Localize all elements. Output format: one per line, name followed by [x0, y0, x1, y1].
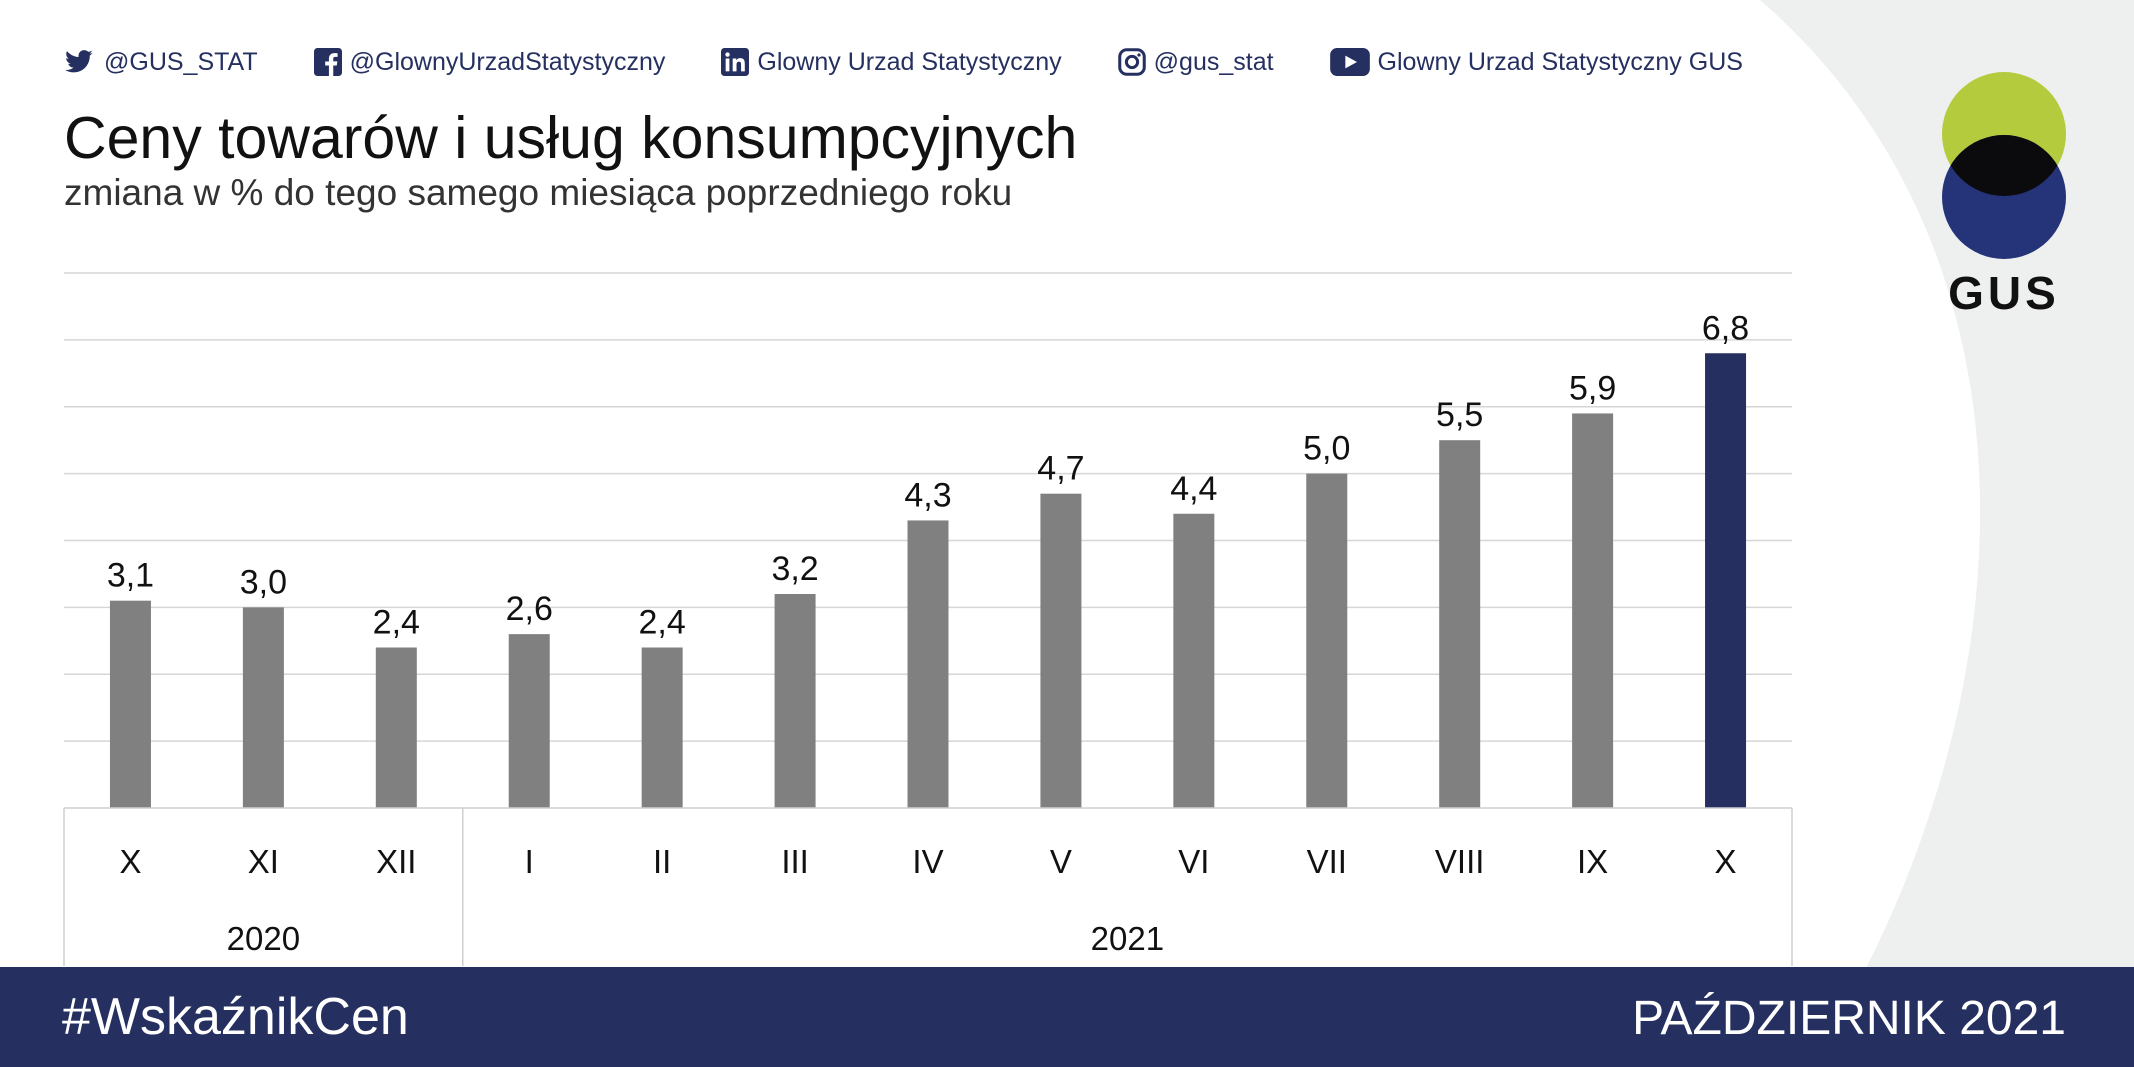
value-label: 2,4 [639, 604, 686, 642]
bar [1572, 413, 1614, 808]
category-label: VII [1307, 843, 1347, 880]
value-label: 2,6 [506, 590, 553, 628]
youtube-icon [1329, 48, 1370, 76]
chart-subtitle: zmiana w % do tego samego miesiąca poprz… [64, 172, 1013, 213]
bar [907, 520, 949, 808]
social-twitter[interactable]: @GUS_STAT [62, 47, 258, 77]
value-label: 6,8 [1702, 309, 1749, 347]
social-linkedin-label: Glowny Urzad Statystyczny [757, 47, 1062, 76]
value-label: 2,4 [373, 604, 420, 642]
category-label: X [119, 843, 141, 880]
social-twitter-label: @GUS_STAT [104, 47, 258, 76]
category-label: XII [376, 843, 416, 880]
value-label: 5,5 [1436, 396, 1483, 434]
bar [1173, 513, 1215, 808]
value-label: 3,1 [107, 557, 154, 595]
value-label: 5,0 [1303, 430, 1350, 468]
value-label: 3,2 [771, 550, 818, 588]
logo-text: GUS [1948, 267, 2060, 319]
bar [1040, 493, 1082, 808]
value-label: 4,7 [1037, 450, 1084, 488]
value-label: 4,4 [1170, 470, 1217, 508]
social-youtube-label: Glowny Urzad Statystyczny GUS [1377, 47, 1743, 76]
value-labels: 3,1 3,0 2,4 2,6 2,4 3,2 4,3 4,7 4,4 5,0 5,5 5,9 6,8 [107, 309, 1749, 641]
social-instagram-label: @gus_stat [1153, 47, 1274, 76]
category-label: VIII [1435, 843, 1485, 880]
bar [508, 634, 550, 808]
category-label: VI [1178, 843, 1209, 880]
social-facebook[interactable]: @GlownyUrzadStatystyczny [313, 47, 666, 77]
social-linkedin[interactable]: Glowny Urzad Statystyczny [721, 47, 1062, 77]
facebook-icon [313, 48, 342, 76]
category-label: X [1715, 843, 1737, 880]
footer-bar: #WskaźnikCen PAŹDZIERNIK 2021 [0, 967, 2134, 1067]
gus-logo-icon [1942, 72, 2066, 259]
category-label: IV [912, 843, 943, 880]
social-instagram[interactable]: @gus_stat [1117, 47, 1274, 77]
social-youtube[interactable]: Glowny Urzad Statystyczny GUS [1329, 47, 1743, 77]
category-label: IX [1577, 843, 1608, 880]
category-label: II [653, 843, 671, 880]
bars [109, 353, 1747, 808]
bar [375, 647, 417, 808]
report-month: PAŹDZIERNIK 2021 [1632, 992, 2066, 1045]
bar [109, 600, 151, 808]
bar-chart: 3,1 3,02,4 2,6 2,43,24,34,74,45,05,55,96,8 … [63, 272, 1793, 966]
chart-title: Ceny towarów i usług konsumpcyjnych [64, 105, 1078, 171]
bar [1705, 353, 1747, 808]
linkedin-icon [721, 48, 750, 76]
year-label: 2021 [1091, 920, 1164, 957]
bar [641, 647, 683, 808]
value-label: 4,3 [904, 476, 951, 514]
value-label: 5,9 [1569, 369, 1616, 407]
year-label: 2020 [227, 920, 300, 957]
twitter-icon [65, 50, 93, 73]
bar [774, 594, 816, 808]
category-label: XI [248, 843, 279, 880]
hashtag[interactable]: #WskaźnikCen [62, 988, 409, 1046]
bar [1439, 440, 1481, 808]
category-label: V [1050, 843, 1072, 880]
bar [1306, 473, 1348, 808]
category-label: III [781, 843, 809, 880]
social-bar: @GUS_STAT @GlownyUrzadStatystyczny Glown… [62, 42, 1743, 82]
bar [242, 607, 284, 808]
social-facebook-label: @GlownyUrzadStatystyczny [349, 47, 666, 76]
value-label: 3,0 [240, 563, 287, 601]
category-label: I [525, 843, 534, 880]
instagram-icon [1117, 48, 1146, 76]
